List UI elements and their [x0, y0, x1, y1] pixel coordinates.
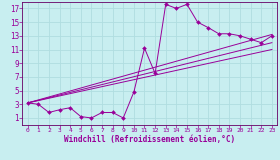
X-axis label: Windchill (Refroidissement éolien,°C): Windchill (Refroidissement éolien,°C)	[64, 135, 235, 144]
